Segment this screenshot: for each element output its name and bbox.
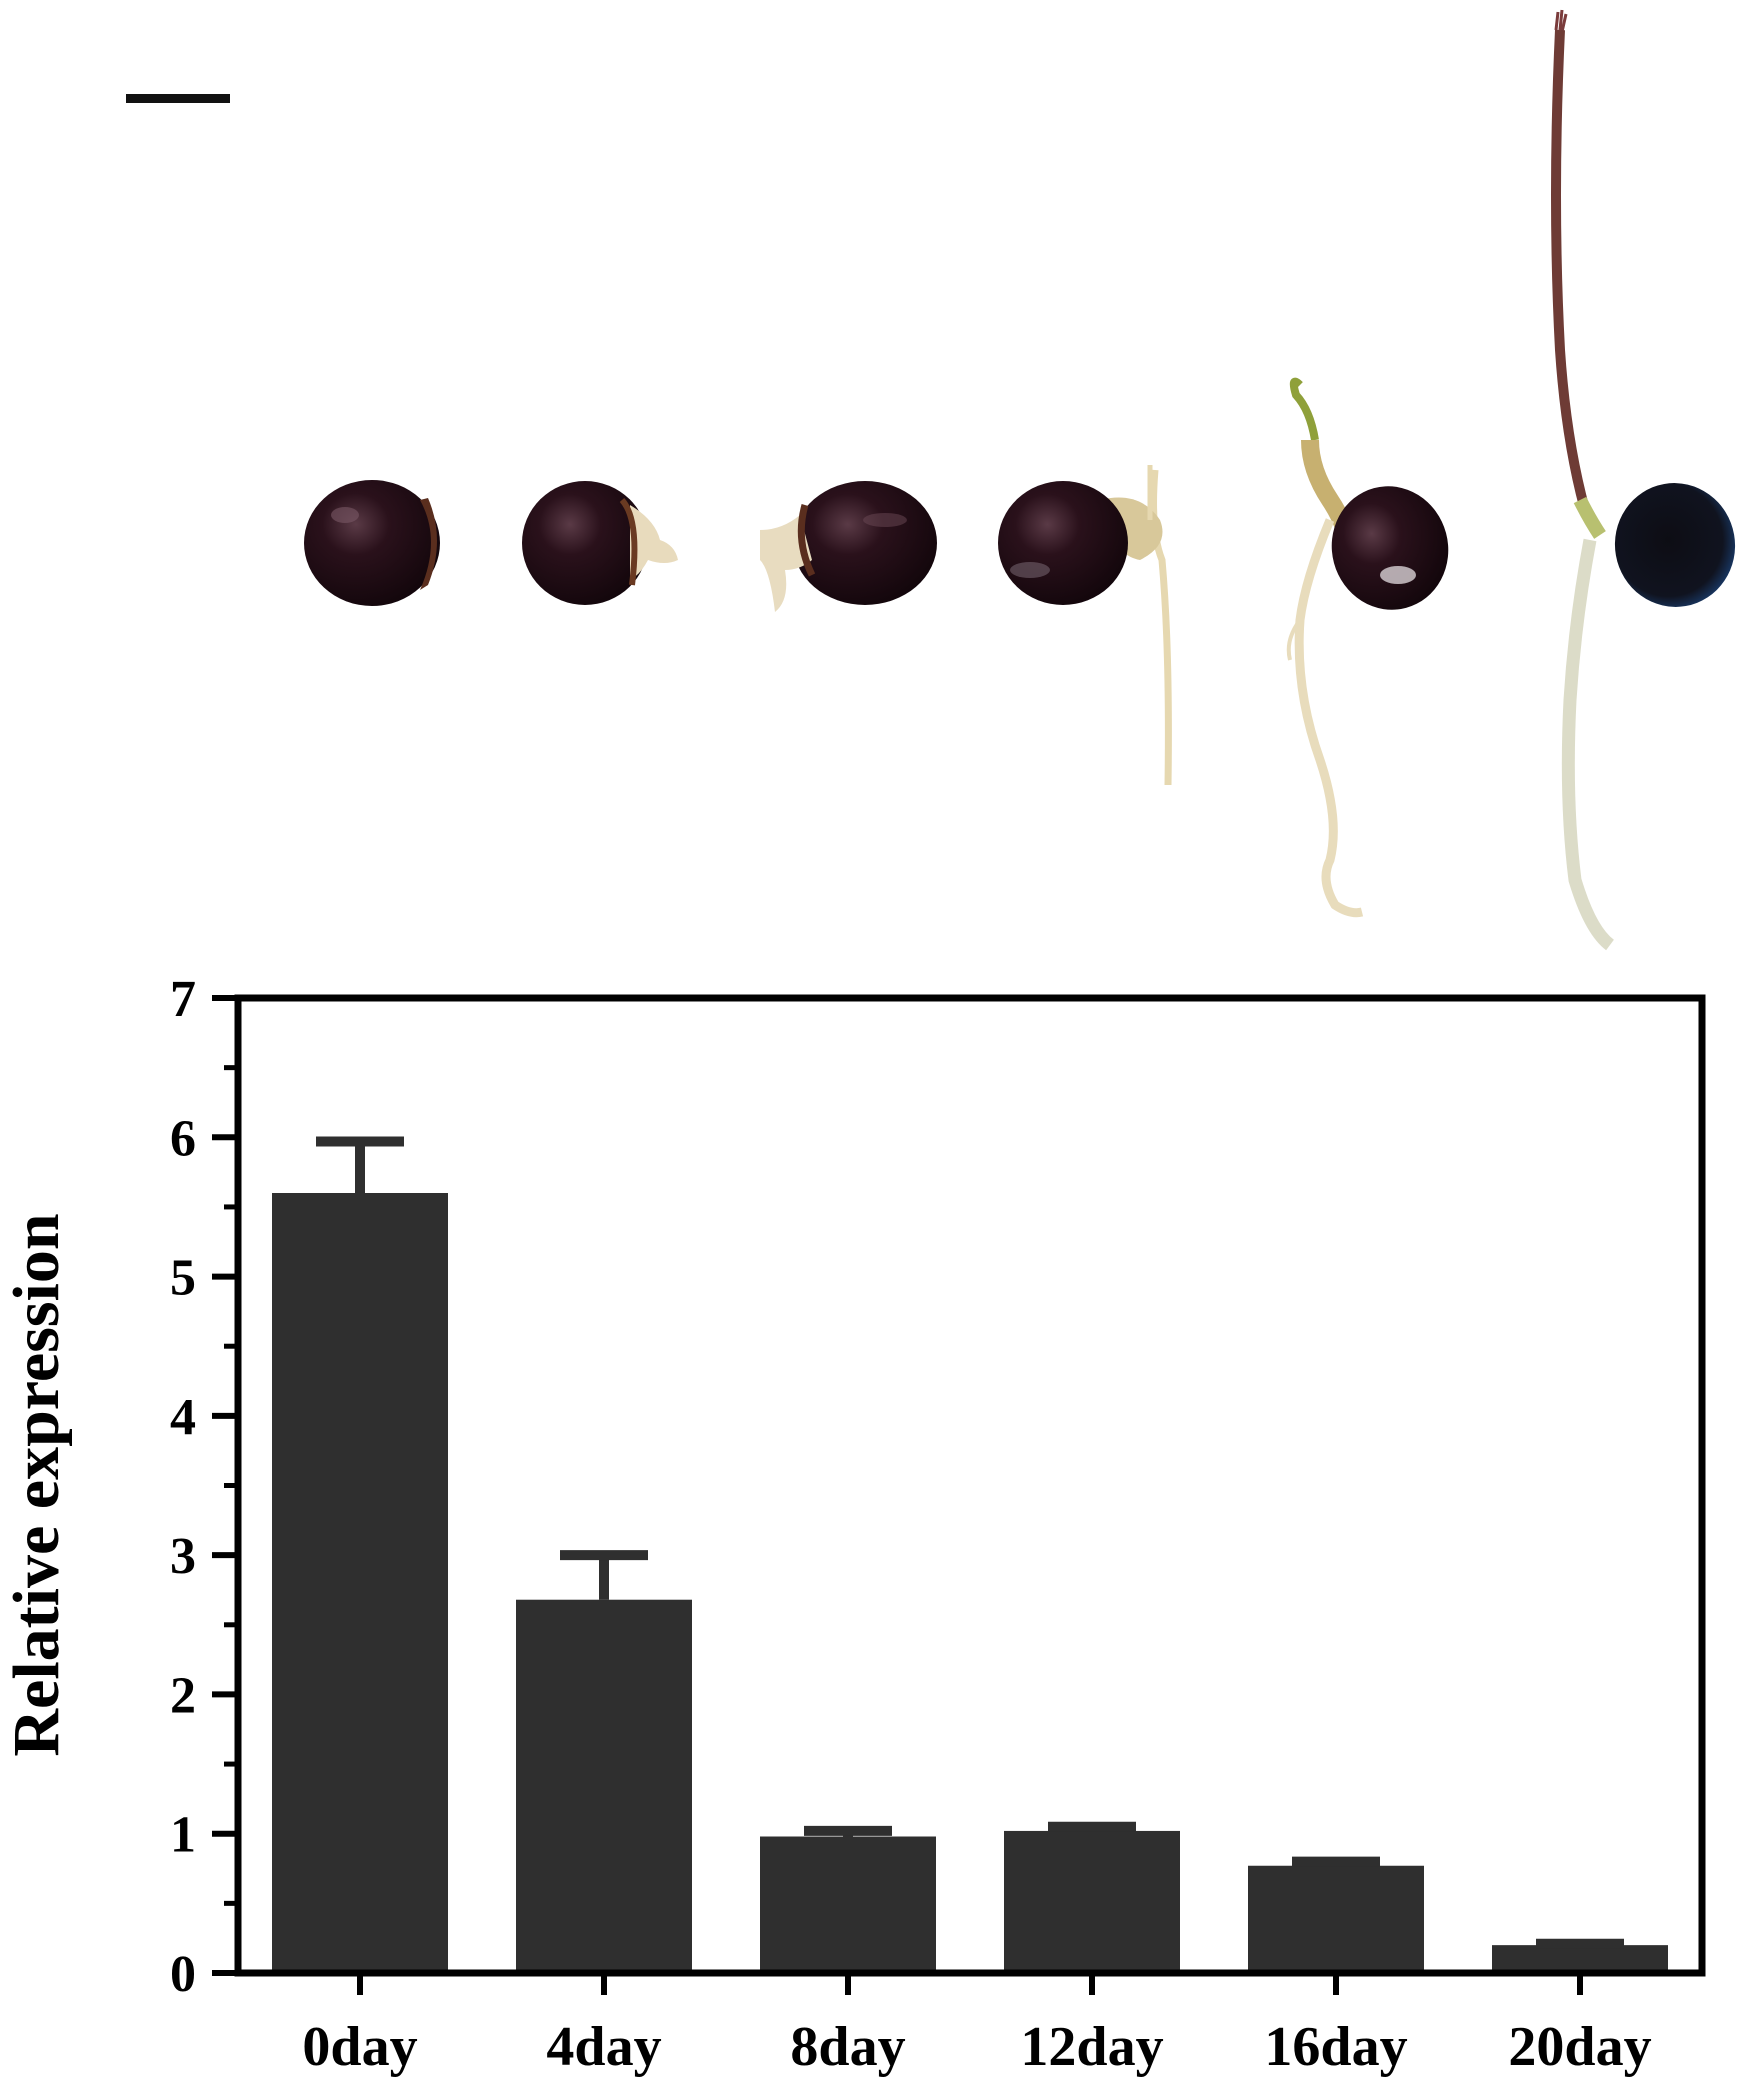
y-tick-label-7: 7 [170,971,196,1028]
y-tick-label-1: 1 [170,1807,196,1864]
seed-4day-photo [522,481,678,605]
seed-8day-photo [760,481,937,612]
bar-12day [1004,1830,1180,1973]
bars-group [272,1193,1668,1973]
x-tick-label-12day: 12day [1020,2016,1163,2078]
seed-0day-photo [304,480,440,606]
x-tick-label-8day: 8day [790,2016,905,2078]
seed-20day-photo [1551,9,1736,951]
bar-4day [516,1599,692,1973]
y-tick-label-3: 3 [170,1528,196,1585]
bar-0day [272,1193,448,1973]
bar-20day [1492,1945,1668,1973]
x-tick-label-20day: 20day [1508,2016,1651,2078]
y-tick-label-6: 6 [170,1110,196,1167]
x-tick-label-16day: 16day [1264,2016,1407,2078]
x-ticks-group: 0day 4day 8day 12day 16day 20day [302,1973,1652,2078]
bar-chart: 0 1 2 3 4 5 6 7 0day 4day 8day 12day 16day 20day Rel… [0,971,1706,2078]
scale-bar [126,94,230,103]
axes-group [234,994,1706,1977]
bar-8day [760,1836,936,1973]
y-tick-label-4: 4 [170,1389,196,1446]
error-bars-group [316,1136,1624,1949]
plot-frame [234,994,1706,1977]
seed-16day-photo [1286,377,1449,918]
y-ticks-group: 0 1 2 3 4 5 6 7 [170,971,238,2003]
x-tick-label-0day: 0day [302,2016,417,2078]
x-tick-label-4day: 4day [546,2016,661,2078]
y-tick-label-2: 2 [170,1667,196,1724]
y-axis-title: Relative expression [0,1213,73,1756]
y-tick-label-0: 0 [170,1946,196,2003]
seedling-photo-panel [126,9,1736,951]
bar-16day [1248,1865,1424,1973]
y-tick-label-5: 5 [170,1250,196,1307]
seed-12day-photo [998,465,1172,786]
